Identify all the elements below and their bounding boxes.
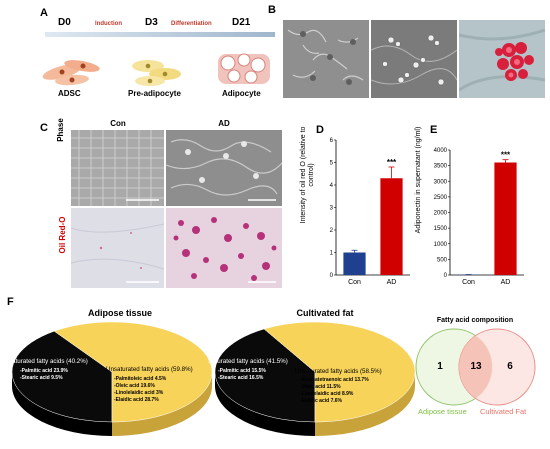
bar-con bbox=[343, 252, 366, 275]
y-tick-label: 1 bbox=[330, 251, 334, 257]
y-tick-label: 3 bbox=[330, 206, 334, 212]
venn-right-count: 6 bbox=[507, 361, 513, 372]
pre-adipocyte-cells-icon bbox=[132, 60, 181, 86]
label-pre-adipocyte: Pre-adipocyte bbox=[128, 89, 181, 98]
panel-label-f: F bbox=[7, 296, 14, 308]
pie2-saturated-label: Saturated fatty acids (41.5%) bbox=[208, 358, 288, 365]
pie2-sat-item-0: -Palmitic acid 15.5% bbox=[218, 368, 266, 374]
micrograph-oil-red-o bbox=[459, 20, 545, 98]
day-d0: D0 bbox=[58, 17, 71, 28]
pie-side-1 bbox=[112, 372, 212, 436]
pie2-sat-item-1: -Stearic acid 16.5% bbox=[218, 375, 264, 381]
pie1-unsaturated-label: Unsaturated fatty acids (59.8%) bbox=[106, 366, 193, 373]
step-differentiation: Differentiation bbox=[171, 21, 212, 27]
panel-label-e: E bbox=[430, 124, 438, 136]
y-tick-label: 4000 bbox=[434, 148, 448, 154]
day-d21: D21 bbox=[232, 17, 251, 28]
pie2-unsat-item-3: -Elaidic acid 7.6% bbox=[300, 398, 342, 404]
column-ad: AD bbox=[218, 119, 230, 128]
x-tick-label: AD bbox=[387, 279, 397, 286]
y-tick-label: 3500 bbox=[434, 164, 448, 170]
day-d3: D3 bbox=[145, 17, 158, 28]
pie1-unsat-item-0: -Palmitoleic acid 4.5% bbox=[114, 376, 167, 382]
y-tick-label: 0 bbox=[444, 273, 448, 279]
pie-slice-unsaturated bbox=[53, 321, 213, 423]
y-tick-label: 1000 bbox=[434, 242, 448, 248]
pie1-unsat-item-1: -Oleic acid 19.6% bbox=[114, 383, 155, 389]
adipocyte-cells-icon bbox=[218, 53, 270, 84]
pie2-unsat-item-1: -Oleic acid 11.5% bbox=[300, 384, 341, 390]
pie-slice-saturated bbox=[214, 328, 316, 423]
y-tick-label: 1500 bbox=[434, 226, 448, 232]
y-tick-label: 0 bbox=[330, 273, 334, 279]
pie1-unsat-item-2: -Linolelaidic acid 3% bbox=[114, 390, 164, 396]
bar-ad bbox=[494, 162, 517, 275]
micrograph-d3 bbox=[371, 20, 457, 98]
x-tick-label: Con bbox=[462, 279, 475, 286]
venn-overlap bbox=[459, 335, 492, 399]
pie-title-cultivated: Cultivated fat bbox=[296, 308, 354, 318]
step-induction: Induction bbox=[95, 21, 122, 27]
y-tick-label: 4 bbox=[330, 183, 334, 189]
micrograph-con-oil-red bbox=[71, 208, 164, 288]
panel-label-d: D bbox=[316, 124, 324, 136]
pie2-unsaturated-label: Unsaturated fatty acids (58.5%) bbox=[295, 368, 382, 375]
y-tick-label: 2500 bbox=[434, 195, 448, 201]
x-tick-label: AD bbox=[501, 279, 511, 286]
significance-marker: *** bbox=[501, 151, 511, 160]
y-tick-label: 6 bbox=[330, 138, 334, 144]
venn-overlap-count: 13 bbox=[470, 361, 482, 372]
y-tick-label: 5 bbox=[330, 161, 334, 167]
micrograph-d0 bbox=[283, 20, 369, 98]
micrograph-con-phase bbox=[71, 130, 164, 206]
bar-ad bbox=[380, 178, 403, 275]
micrograph-ad-oil-red bbox=[166, 208, 282, 288]
significance-marker: *** bbox=[387, 158, 397, 167]
micrograph-ad-phase bbox=[166, 130, 282, 206]
y-tick-label: 500 bbox=[437, 257, 448, 263]
x-tick-label: Con bbox=[348, 279, 361, 286]
panel-a-timeline bbox=[42, 32, 275, 86]
label-adsc: ADSC bbox=[58, 89, 81, 98]
pie-side-1 bbox=[315, 372, 415, 436]
panel-label-c: C bbox=[40, 122, 48, 134]
y-tick-label: 3000 bbox=[434, 179, 448, 185]
pie1-sat-item-0: -Palmitic acid 23.9% bbox=[20, 368, 68, 374]
venn-left-label: Adipose tissue bbox=[418, 407, 467, 416]
label-adipocyte: Adipocyte bbox=[222, 89, 261, 98]
pie-slice-unsaturated bbox=[263, 321, 416, 423]
pie1-unsat-item-3: -Elaidic acid 28.7% bbox=[114, 397, 159, 403]
pie1-sat-item-1: -Stearic acid 9.5% bbox=[20, 375, 63, 381]
pie2-unsat-item-0: -Eicosatetraenoic acid 13.7% bbox=[300, 377, 369, 383]
pie-title-adipose: Adipose tissue bbox=[87, 308, 152, 318]
pie-side-0 bbox=[215, 372, 315, 436]
pie1-saturated-label: Saturated fatty acids (40.2%) bbox=[8, 358, 88, 365]
pie-slice-saturated bbox=[11, 330, 113, 423]
panel-label-b: B bbox=[268, 4, 276, 16]
pie-side-0 bbox=[12, 372, 112, 436]
pie2-unsat-item-2: -Linolelaidic acid 8.9% bbox=[300, 391, 354, 397]
y-tick-label: 2000 bbox=[434, 211, 448, 217]
venn-left-count: 1 bbox=[437, 361, 443, 372]
y-tick-label: 2 bbox=[330, 228, 334, 234]
adsc-cells-icon bbox=[42, 60, 100, 86]
column-con: Con bbox=[110, 119, 126, 128]
venn-right-label: Cultivated Fat bbox=[480, 407, 527, 416]
panel-label-a: A bbox=[40, 7, 48, 19]
venn-title: Fatty acid composition bbox=[436, 317, 514, 324]
